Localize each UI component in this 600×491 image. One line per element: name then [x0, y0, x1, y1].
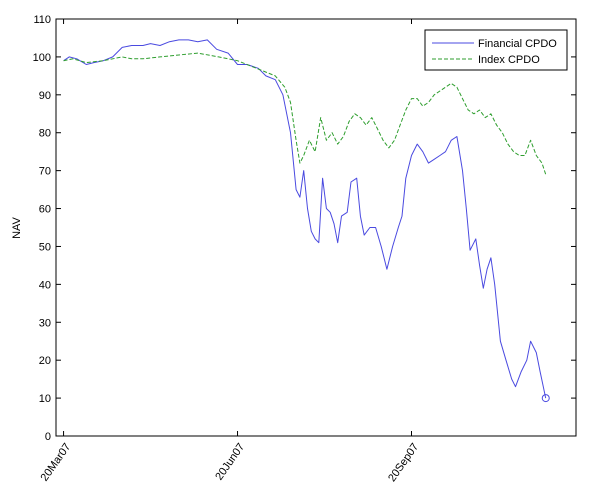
y-tick-label: 10 — [39, 393, 51, 405]
y-tick-label: 40 — [39, 279, 51, 291]
y-tick-label: 90 — [39, 90, 51, 102]
y-tick-label: 30 — [39, 317, 51, 329]
y-tick-label: 20 — [39, 355, 51, 367]
y-tick-label: 60 — [39, 204, 51, 216]
y-tick-label: 80 — [39, 128, 51, 140]
series-layer — [63, 39, 550, 403]
series-line-index-cpdo — [63, 52, 547, 175]
x-tick-label: 20Mar07 — [39, 441, 74, 483]
series-line-financial-cpdo — [63, 39, 547, 399]
x-tick-label: 20Jun07 — [213, 441, 247, 482]
x-tick-label: 20Sep07 — [386, 441, 421, 484]
y-axis: 0 10 20 30 40 50 60 70 80 90 100 110 — [33, 14, 576, 443]
legend-box — [424, 29, 568, 71]
end-marker-financial-cpdo — [541, 394, 550, 403]
y-tick-label: 70 — [39, 166, 51, 178]
legend: Financial CPDO Index CPDO — [424, 29, 568, 71]
y-axis-label: NAV — [11, 216, 23, 238]
y-tick-label: 0 — [45, 431, 51, 443]
y-tick-label: 100 — [33, 52, 51, 64]
legend-label-financial-cpdo: Financial CPDO — [478, 38, 557, 50]
y-tick-label: 50 — [39, 241, 51, 253]
plot-area — [55, 18, 577, 437]
legend-label-index-cpdo: Index CPDO — [478, 54, 540, 66]
y-tick-label: 110 — [33, 14, 51, 26]
